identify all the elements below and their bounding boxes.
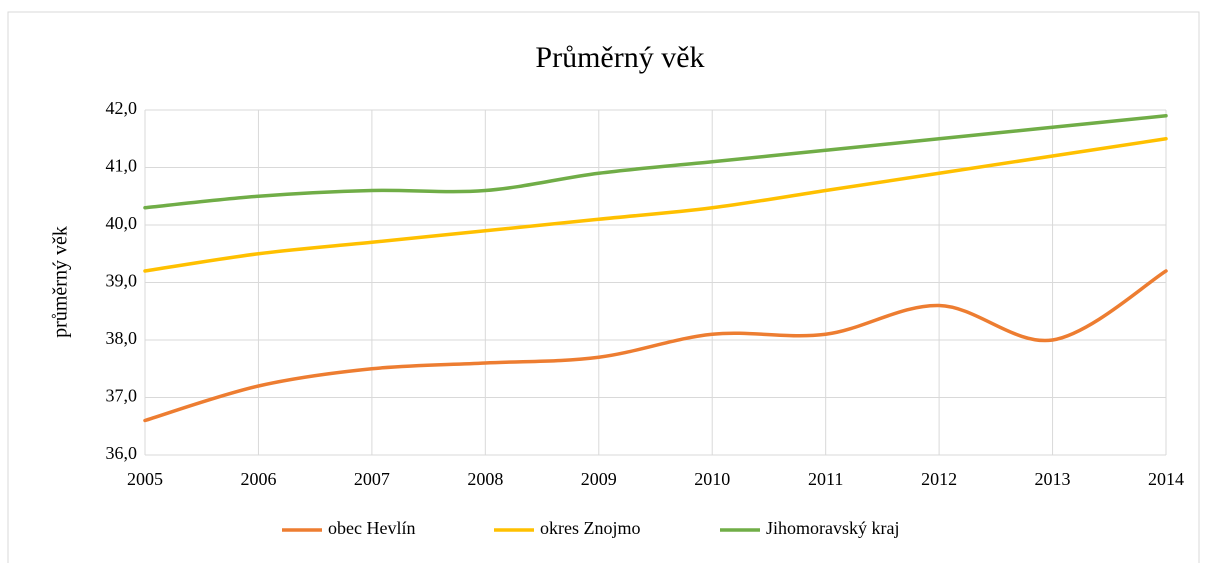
x-tick-label: 2009 bbox=[581, 469, 617, 489]
x-tick-label: 2006 bbox=[240, 469, 276, 489]
y-tick-label: 36,0 bbox=[106, 443, 138, 463]
series-line bbox=[143, 114, 1168, 210]
x-tick-label: 2013 bbox=[1035, 469, 1071, 489]
y-axis-label: průměrný věk bbox=[50, 226, 72, 338]
x-tick-label: 2014 bbox=[1148, 469, 1184, 489]
legend-label: okres Znojmo bbox=[540, 518, 641, 538]
chart-frame bbox=[7, 11, 1200, 568]
y-tick-label: 38,0 bbox=[106, 328, 138, 348]
y-tick-label: 41,0 bbox=[106, 156, 138, 176]
y-tick-label: 42,0 bbox=[106, 98, 138, 118]
x-tick-label: 2010 bbox=[694, 469, 730, 489]
y-tick-label: 40,0 bbox=[106, 213, 138, 233]
legend-label: obec Hevlín bbox=[328, 518, 415, 538]
y-tick-label: 37,0 bbox=[106, 386, 138, 406]
series-line bbox=[143, 269, 1168, 423]
x-tick-label: 2012 bbox=[921, 469, 957, 489]
x-tick-label: 2005 bbox=[127, 469, 163, 489]
legend-label: Jihomoravský kraj bbox=[766, 518, 899, 538]
chart-title: Průměrný věk bbox=[535, 41, 704, 74]
series-line bbox=[143, 137, 1168, 273]
x-tick-label: 2011 bbox=[808, 469, 843, 489]
y-tick-label: 39,0 bbox=[106, 271, 138, 291]
x-tick-label: 2008 bbox=[467, 469, 503, 489]
x-tick-label: 2007 bbox=[354, 469, 390, 489]
